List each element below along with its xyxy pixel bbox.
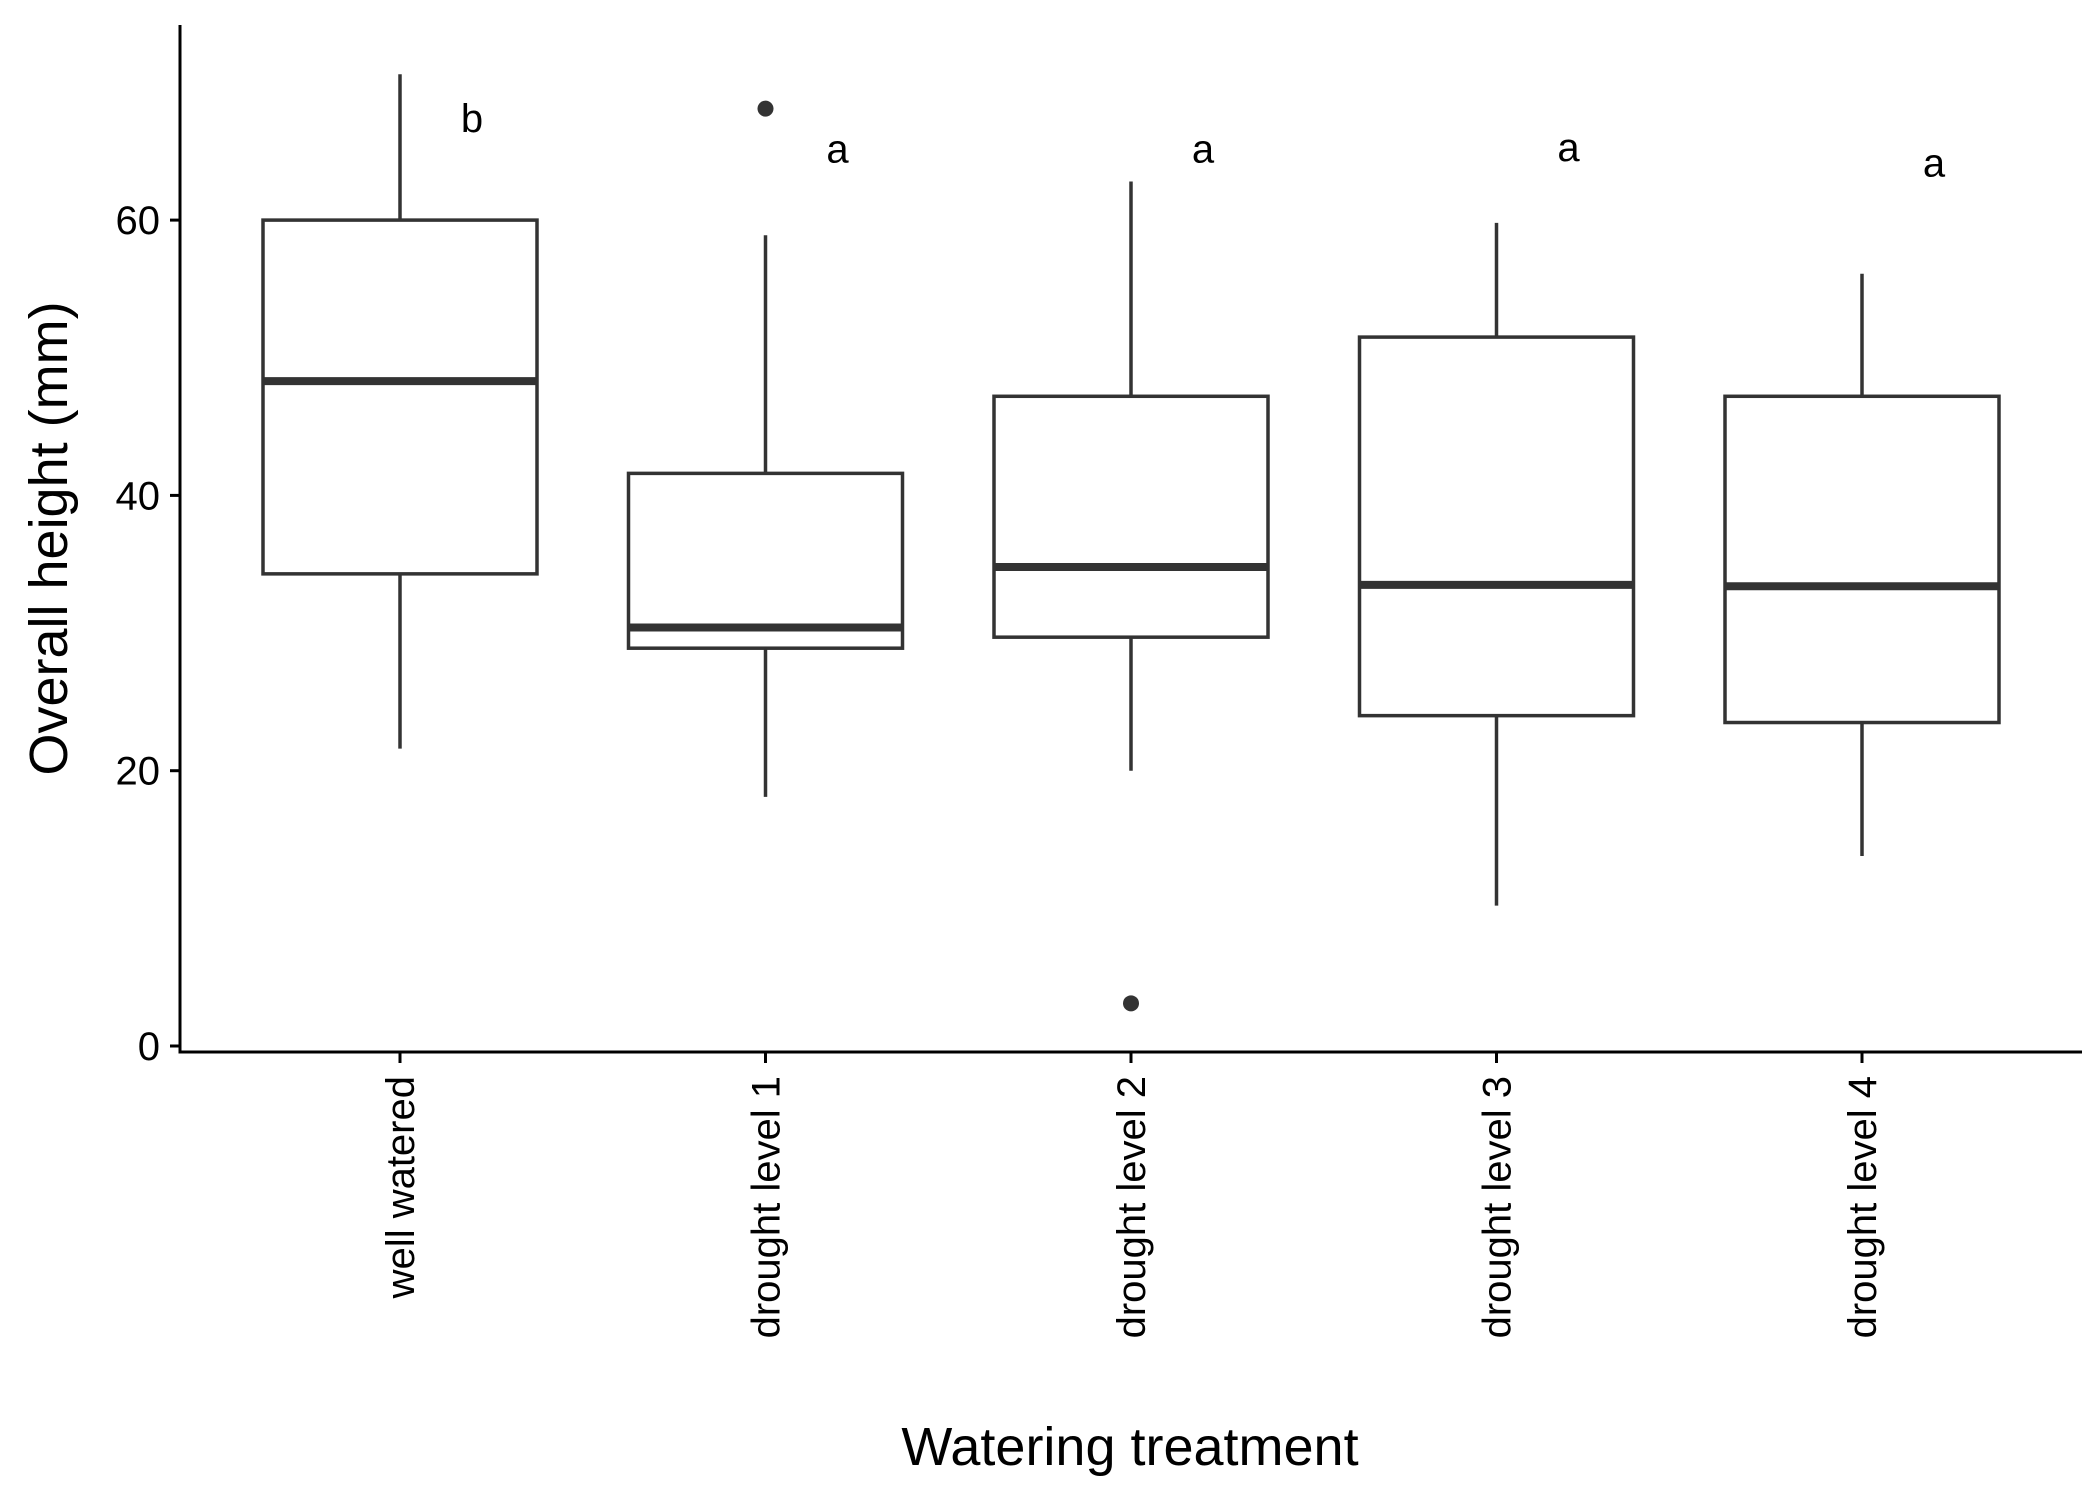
box-group-1: b <box>261 74 539 749</box>
box-group-3: a <box>992 128 1270 1012</box>
significance-letter: a <box>1923 141 1946 185</box>
plot-area: b a a a a <box>261 74 2001 1012</box>
box-iqr <box>1723 394 2001 725</box>
y-axis-title: Overall height (mm) <box>19 301 79 775</box>
outlier-point <box>1123 995 1139 1012</box>
x-tick-label: drought level 3 <box>1476 1076 1520 1338</box>
significance-letter: b <box>461 97 483 141</box>
box-iqr <box>626 471 905 650</box>
box-group-4: a <box>1357 126 1636 906</box>
axes: 0 20 40 60 well watered drought level 1 drough… <box>116 25 2082 1338</box>
y-tick-label: 40 <box>116 474 161 518</box>
box-iqr <box>992 394 1270 639</box>
significance-letter: a <box>1192 128 1215 172</box>
x-tick-label: drought level 1 <box>745 1076 789 1338</box>
y-tick-label: 0 <box>138 1025 160 1069</box>
significance-letter: a <box>1557 126 1580 170</box>
box-iqr <box>1357 335 1636 718</box>
x-tick-label: drought level 4 <box>1841 1076 1885 1338</box>
box-group-2: a <box>626 100 905 797</box>
outlier-point <box>757 100 774 117</box>
y-tick-label: 60 <box>116 199 161 243</box>
y-tick-label: 20 <box>116 750 161 794</box>
x-axis-title: Watering treatment <box>901 1417 1358 1477</box>
box-group-5: a <box>1723 141 2001 857</box>
box-iqr <box>261 218 539 576</box>
significance-letter: a <box>826 128 849 172</box>
x-tick-label: drought level 2 <box>1110 1076 1154 1338</box>
x-tick-label: well watered <box>379 1076 423 1299</box>
